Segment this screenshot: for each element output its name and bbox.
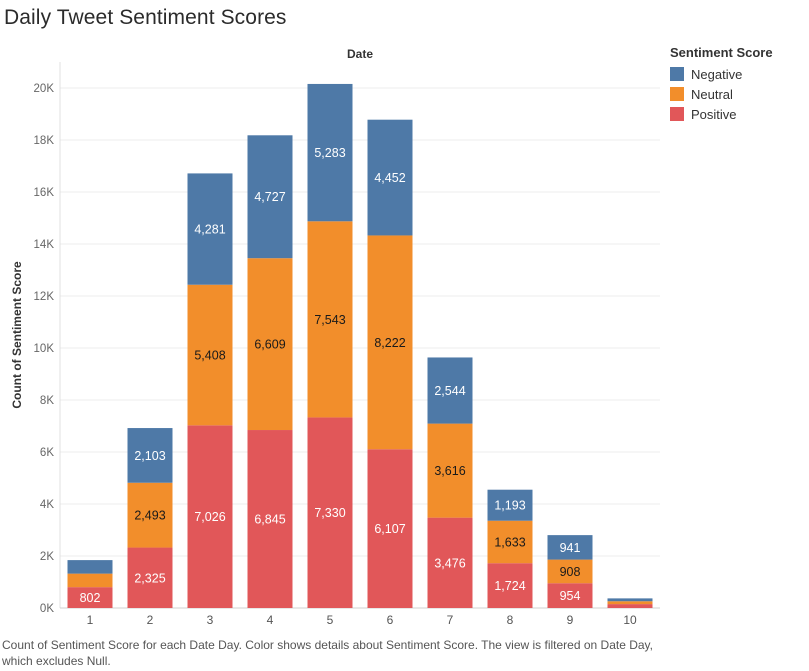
bar-segment-negative bbox=[247, 135, 293, 259]
legend-label-positive: Positive bbox=[691, 106, 737, 122]
y-tick-label: 14K bbox=[34, 239, 55, 251]
data-label-positive: 7,330 bbox=[314, 506, 345, 520]
chart-caption: Count of Sentiment Score for each Date D… bbox=[2, 638, 653, 668]
stacked-bar-chart: Date 0K 2K 4K 6K 8K 10K 12K 14K 16K 18K 20K Count of… bbox=[10, 47, 660, 627]
data-label-negative: 941 bbox=[560, 541, 581, 555]
bar-segment-negative bbox=[367, 119, 413, 236]
data-label-neutral: 6,609 bbox=[254, 338, 285, 352]
bar-segment-neutral bbox=[67, 573, 113, 588]
data-label-positive: 2,325 bbox=[134, 571, 165, 585]
data-label-negative: 1,193 bbox=[494, 499, 525, 513]
x-tick-label: 3 bbox=[207, 613, 214, 627]
y-tick-label: 0K bbox=[40, 603, 54, 615]
x-tick-label: 2 bbox=[147, 613, 154, 627]
bar-segment-neutral bbox=[247, 258, 293, 431]
y-tick-label: 6K bbox=[40, 447, 54, 459]
x-tick-label: 9 bbox=[567, 613, 574, 627]
x-tick-label: 8 bbox=[507, 613, 514, 627]
legend-label-negative: Negative bbox=[691, 66, 743, 82]
x-tick-label: 10 bbox=[623, 613, 637, 627]
bar-segment-negative bbox=[67, 560, 113, 574]
bar-segment-negative bbox=[487, 489, 533, 521]
data-label-positive: 954 bbox=[560, 589, 581, 603]
legend: Sentiment Score Negative Neutral Positiv… bbox=[670, 45, 773, 124]
y-tick-label: 2K bbox=[40, 551, 54, 563]
data-label-positive: 1,724 bbox=[494, 579, 525, 593]
legend-title: Sentiment Score bbox=[670, 45, 773, 60]
bar-segment-neutral bbox=[607, 601, 653, 605]
bar-segment-neutral bbox=[427, 423, 473, 518]
y-tick-label: 10K bbox=[34, 343, 55, 355]
bar-segment-positive bbox=[487, 563, 533, 608]
x-tick-label: 1 bbox=[87, 613, 94, 627]
data-label-positive: 6,107 bbox=[374, 522, 405, 536]
bar-segment-positive bbox=[547, 583, 593, 608]
bar-segment-negative bbox=[427, 357, 473, 424]
bar-segment-positive bbox=[307, 417, 353, 608]
legend-swatch-neutral bbox=[670, 87, 684, 101]
data-label-neutral: 7,543 bbox=[314, 313, 345, 327]
bar-segment-negative bbox=[127, 428, 173, 483]
bar-segment-positive bbox=[187, 425, 233, 608]
bar-segment-negative bbox=[187, 173, 233, 285]
legend-swatch-positive bbox=[670, 107, 684, 121]
chart-title: Daily Tweet Sentiment Scores bbox=[4, 6, 287, 29]
legend-label-neutral: Neutral bbox=[691, 86, 733, 102]
data-label-neutral: 1,633 bbox=[494, 535, 525, 549]
y-tick-label: 16K bbox=[34, 187, 55, 199]
data-label-negative: 4,452 bbox=[374, 171, 405, 185]
y-axis-title: Count of Sentiment Score bbox=[10, 261, 24, 409]
bar-segment-positive bbox=[127, 547, 173, 608]
data-label-positive: 3,476 bbox=[434, 556, 465, 570]
data-label-negative: 5,283 bbox=[314, 146, 345, 160]
bar-segment-positive bbox=[67, 587, 113, 608]
data-label-neutral: 908 bbox=[560, 565, 581, 579]
data-label-positive: 802 bbox=[80, 591, 101, 605]
data-label-neutral: 3,616 bbox=[434, 464, 465, 478]
legend-swatch-negative bbox=[670, 67, 684, 81]
bar-segment-positive bbox=[367, 449, 413, 608]
legend-item-neutral[interactable]: Neutral bbox=[670, 84, 773, 104]
data-label-neutral: 2,493 bbox=[134, 509, 165, 523]
data-label-positive: 7,026 bbox=[194, 510, 225, 524]
bar-segment-neutral bbox=[187, 284, 233, 426]
data-label-positive: 6,845 bbox=[254, 513, 285, 527]
y-tick-label: 4K bbox=[40, 499, 54, 511]
bar-segment-neutral bbox=[547, 559, 593, 584]
data-label-negative: 2,103 bbox=[134, 449, 165, 463]
bar-segment-neutral bbox=[367, 235, 413, 450]
bar-segment-positive bbox=[607, 604, 653, 608]
data-label-negative: 2,544 bbox=[434, 384, 465, 398]
bar-segment-negative bbox=[547, 535, 593, 560]
y-tick-label: 12K bbox=[34, 291, 55, 303]
bar-segment-neutral bbox=[487, 520, 533, 564]
bar-segment-negative bbox=[307, 83, 353, 222]
x-tick-label: 7 bbox=[447, 613, 454, 627]
bar-segment-neutral bbox=[127, 482, 173, 548]
data-label-neutral: 8,222 bbox=[374, 336, 405, 350]
bar-segment-positive bbox=[247, 430, 293, 608]
y-tick-label: 20K bbox=[34, 83, 55, 95]
data-label-neutral: 5,408 bbox=[194, 349, 225, 363]
bar-segment-negative bbox=[607, 598, 653, 602]
y-tick-label: 18K bbox=[34, 135, 55, 147]
x-axis-title: Date bbox=[347, 47, 373, 61]
x-tick-label: 5 bbox=[327, 613, 334, 627]
legend-item-negative[interactable]: Negative bbox=[670, 64, 773, 84]
x-tick-label: 4 bbox=[267, 613, 274, 627]
legend-item-positive[interactable]: Positive bbox=[670, 104, 773, 124]
x-tick-label: 6 bbox=[387, 613, 394, 627]
bar-segment-neutral bbox=[307, 221, 353, 418]
data-label-negative: 4,727 bbox=[254, 190, 285, 204]
y-tick-label: 8K bbox=[40, 395, 54, 407]
data-label-negative: 4,281 bbox=[194, 223, 225, 237]
bar-segment-positive bbox=[427, 517, 473, 608]
